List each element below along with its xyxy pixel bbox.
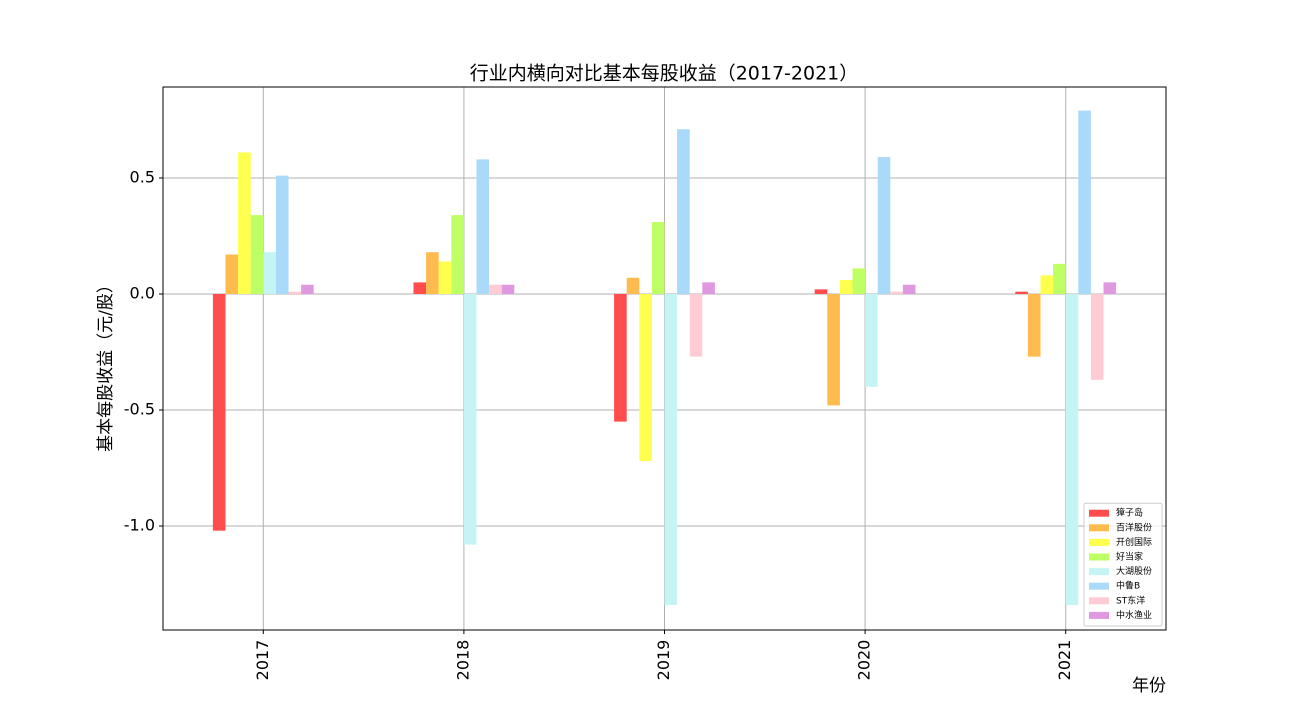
bar [639, 293, 652, 462]
bar [1040, 275, 1054, 294]
bar [476, 159, 490, 294]
bar [677, 129, 690, 294]
legend-swatch [1089, 509, 1109, 517]
legend-swatch [1089, 582, 1109, 590]
bar [664, 293, 678, 605]
legend-label: 开创国际 [1116, 536, 1152, 548]
legend-swatch [1089, 597, 1109, 605]
bar [426, 252, 439, 294]
legend-label: ST东洋 [1116, 594, 1145, 606]
x-axis-label: 年份 [1132, 676, 1166, 696]
bar [238, 152, 251, 294]
bar [689, 293, 703, 357]
bar [1027, 293, 1041, 357]
bar [212, 293, 226, 531]
bar [626, 277, 640, 294]
x-tick-label: 2020 [855, 640, 874, 681]
bar [463, 293, 477, 545]
bar [250, 215, 264, 294]
x-tick-label: 2017 [253, 640, 272, 681]
bar [702, 282, 715, 294]
bar [902, 284, 916, 294]
bar [489, 284, 502, 294]
bar [275, 175, 289, 294]
bar [438, 261, 452, 294]
bar [1053, 263, 1066, 294]
bar [865, 293, 878, 387]
legend-box [1083, 502, 1163, 627]
legend-swatch [1089, 568, 1109, 576]
bar [413, 282, 427, 294]
bar [877, 157, 891, 294]
legend-label: 中水渔业 [1116, 609, 1152, 621]
bar [852, 268, 866, 294]
y-tick-label: 0.0 [130, 283, 155, 302]
bar [1090, 293, 1104, 380]
legend-swatch [1089, 611, 1109, 619]
bar [1015, 291, 1028, 294]
bar [1065, 293, 1079, 605]
y-tick-label: -1.0 [124, 516, 155, 535]
legend-swatch [1089, 553, 1109, 561]
bar [614, 293, 627, 422]
bar [814, 289, 828, 294]
legend-label: 大湖股份 [1116, 565, 1152, 577]
bar [890, 291, 903, 294]
x-tick-label: 2019 [654, 640, 673, 681]
y-tick-label: -0.5 [124, 400, 155, 419]
x-tick-label: 2018 [453, 640, 472, 681]
x-tick-label: 2021 [1055, 640, 1074, 681]
y-tick-label: 0.5 [130, 167, 155, 186]
bar [288, 291, 302, 294]
bar [839, 280, 853, 294]
legend-label: 好当家 [1116, 551, 1143, 563]
legend-label: 中鲁B [1116, 580, 1140, 592]
plot-frame [162, 86, 1167, 631]
bar [827, 293, 840, 406]
y-axis-label: 基本每股收益（元/股） [96, 276, 116, 452]
bar [301, 284, 314, 294]
legend-swatch [1089, 524, 1109, 532]
bar [451, 215, 464, 294]
legend-swatch [1089, 538, 1109, 546]
bar [225, 254, 239, 294]
chart-title: 行业内横向对比基本每股收益（2017-2021） [470, 63, 859, 85]
bar [263, 252, 276, 294]
bar [501, 284, 515, 294]
legend-label: 百洋股份 [1116, 521, 1152, 533]
bar [1103, 282, 1117, 294]
bar [651, 222, 665, 294]
legend-label: 獐子岛 [1116, 507, 1143, 519]
bar [1078, 110, 1091, 294]
